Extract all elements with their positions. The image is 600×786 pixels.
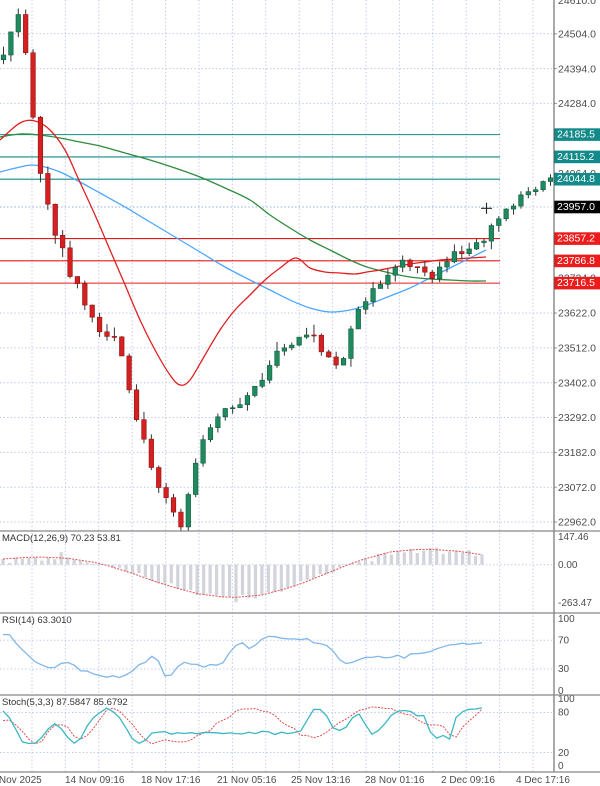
svg-text:0.00: 0.00	[558, 560, 578, 571]
svg-text:23857.2: 23857.2	[557, 233, 595, 245]
svg-text:2 Dec 09:16: 2 Dec 09:16	[441, 775, 495, 786]
svg-text:24115.2: 24115.2	[557, 151, 594, 163]
svg-text:4 Dec 17:16: 4 Dec 17:16	[516, 775, 570, 786]
svg-text:21 Nov 05:16: 21 Nov 05:16	[217, 775, 277, 786]
svg-text:24610.0: 24610.0	[558, 0, 596, 7]
svg-text:23182.0: 23182.0	[558, 447, 596, 459]
svg-text:24504.0: 24504.0	[558, 29, 596, 41]
svg-text:100: 100	[558, 694, 575, 705]
svg-text:25 Nov 13:16: 25 Nov 13:16	[291, 775, 351, 786]
svg-text:24185.5: 24185.5	[557, 129, 595, 141]
svg-text:147.46: 147.46	[558, 532, 589, 543]
svg-text:80: 80	[558, 708, 570, 719]
svg-text:22962.0: 22962.0	[558, 517, 596, 529]
svg-text:23292.0: 23292.0	[558, 412, 596, 424]
svg-text:23957.0: 23957.0	[557, 201, 595, 213]
svg-text:23072.0: 23072.0	[558, 482, 596, 494]
svg-text:100: 100	[558, 614, 575, 625]
svg-text:23622.0: 23622.0	[558, 308, 596, 320]
svg-text:23786.8: 23786.8	[557, 255, 595, 267]
svg-text:23402.0: 23402.0	[558, 377, 596, 389]
svg-text:23716.5: 23716.5	[557, 277, 595, 289]
svg-text:28 Nov 01:16: 28 Nov 01:16	[365, 775, 425, 786]
svg-text:MACD(12,26,9) 70.23 53.81: MACD(12,26,9) 70.23 53.81	[2, 533, 121, 544]
svg-text:70: 70	[558, 636, 570, 647]
svg-text:30: 30	[558, 664, 570, 675]
svg-text:20: 20	[558, 748, 570, 759]
svg-text:12 Nov 2025: 12 Nov 2025	[0, 775, 42, 786]
svg-text:0: 0	[558, 761, 564, 772]
svg-text:-263.47: -263.47	[558, 598, 592, 609]
svg-text:24394.0: 24394.0	[558, 63, 596, 75]
svg-text:18 Nov 17:16: 18 Nov 17:16	[141, 775, 201, 786]
svg-text:23512.0: 23512.0	[558, 343, 596, 355]
svg-text:Stoch(5,3,3) 87.5847 85.6792: Stoch(5,3,3) 87.5847 85.6792	[2, 697, 128, 708]
svg-text:RSI(14) 63.3010: RSI(14) 63.3010	[2, 615, 72, 626]
svg-text:14 Nov 09:16: 14 Nov 09:16	[65, 775, 125, 786]
svg-text:24284.0: 24284.0	[558, 98, 596, 110]
svg-text:24044.8: 24044.8	[557, 173, 595, 185]
